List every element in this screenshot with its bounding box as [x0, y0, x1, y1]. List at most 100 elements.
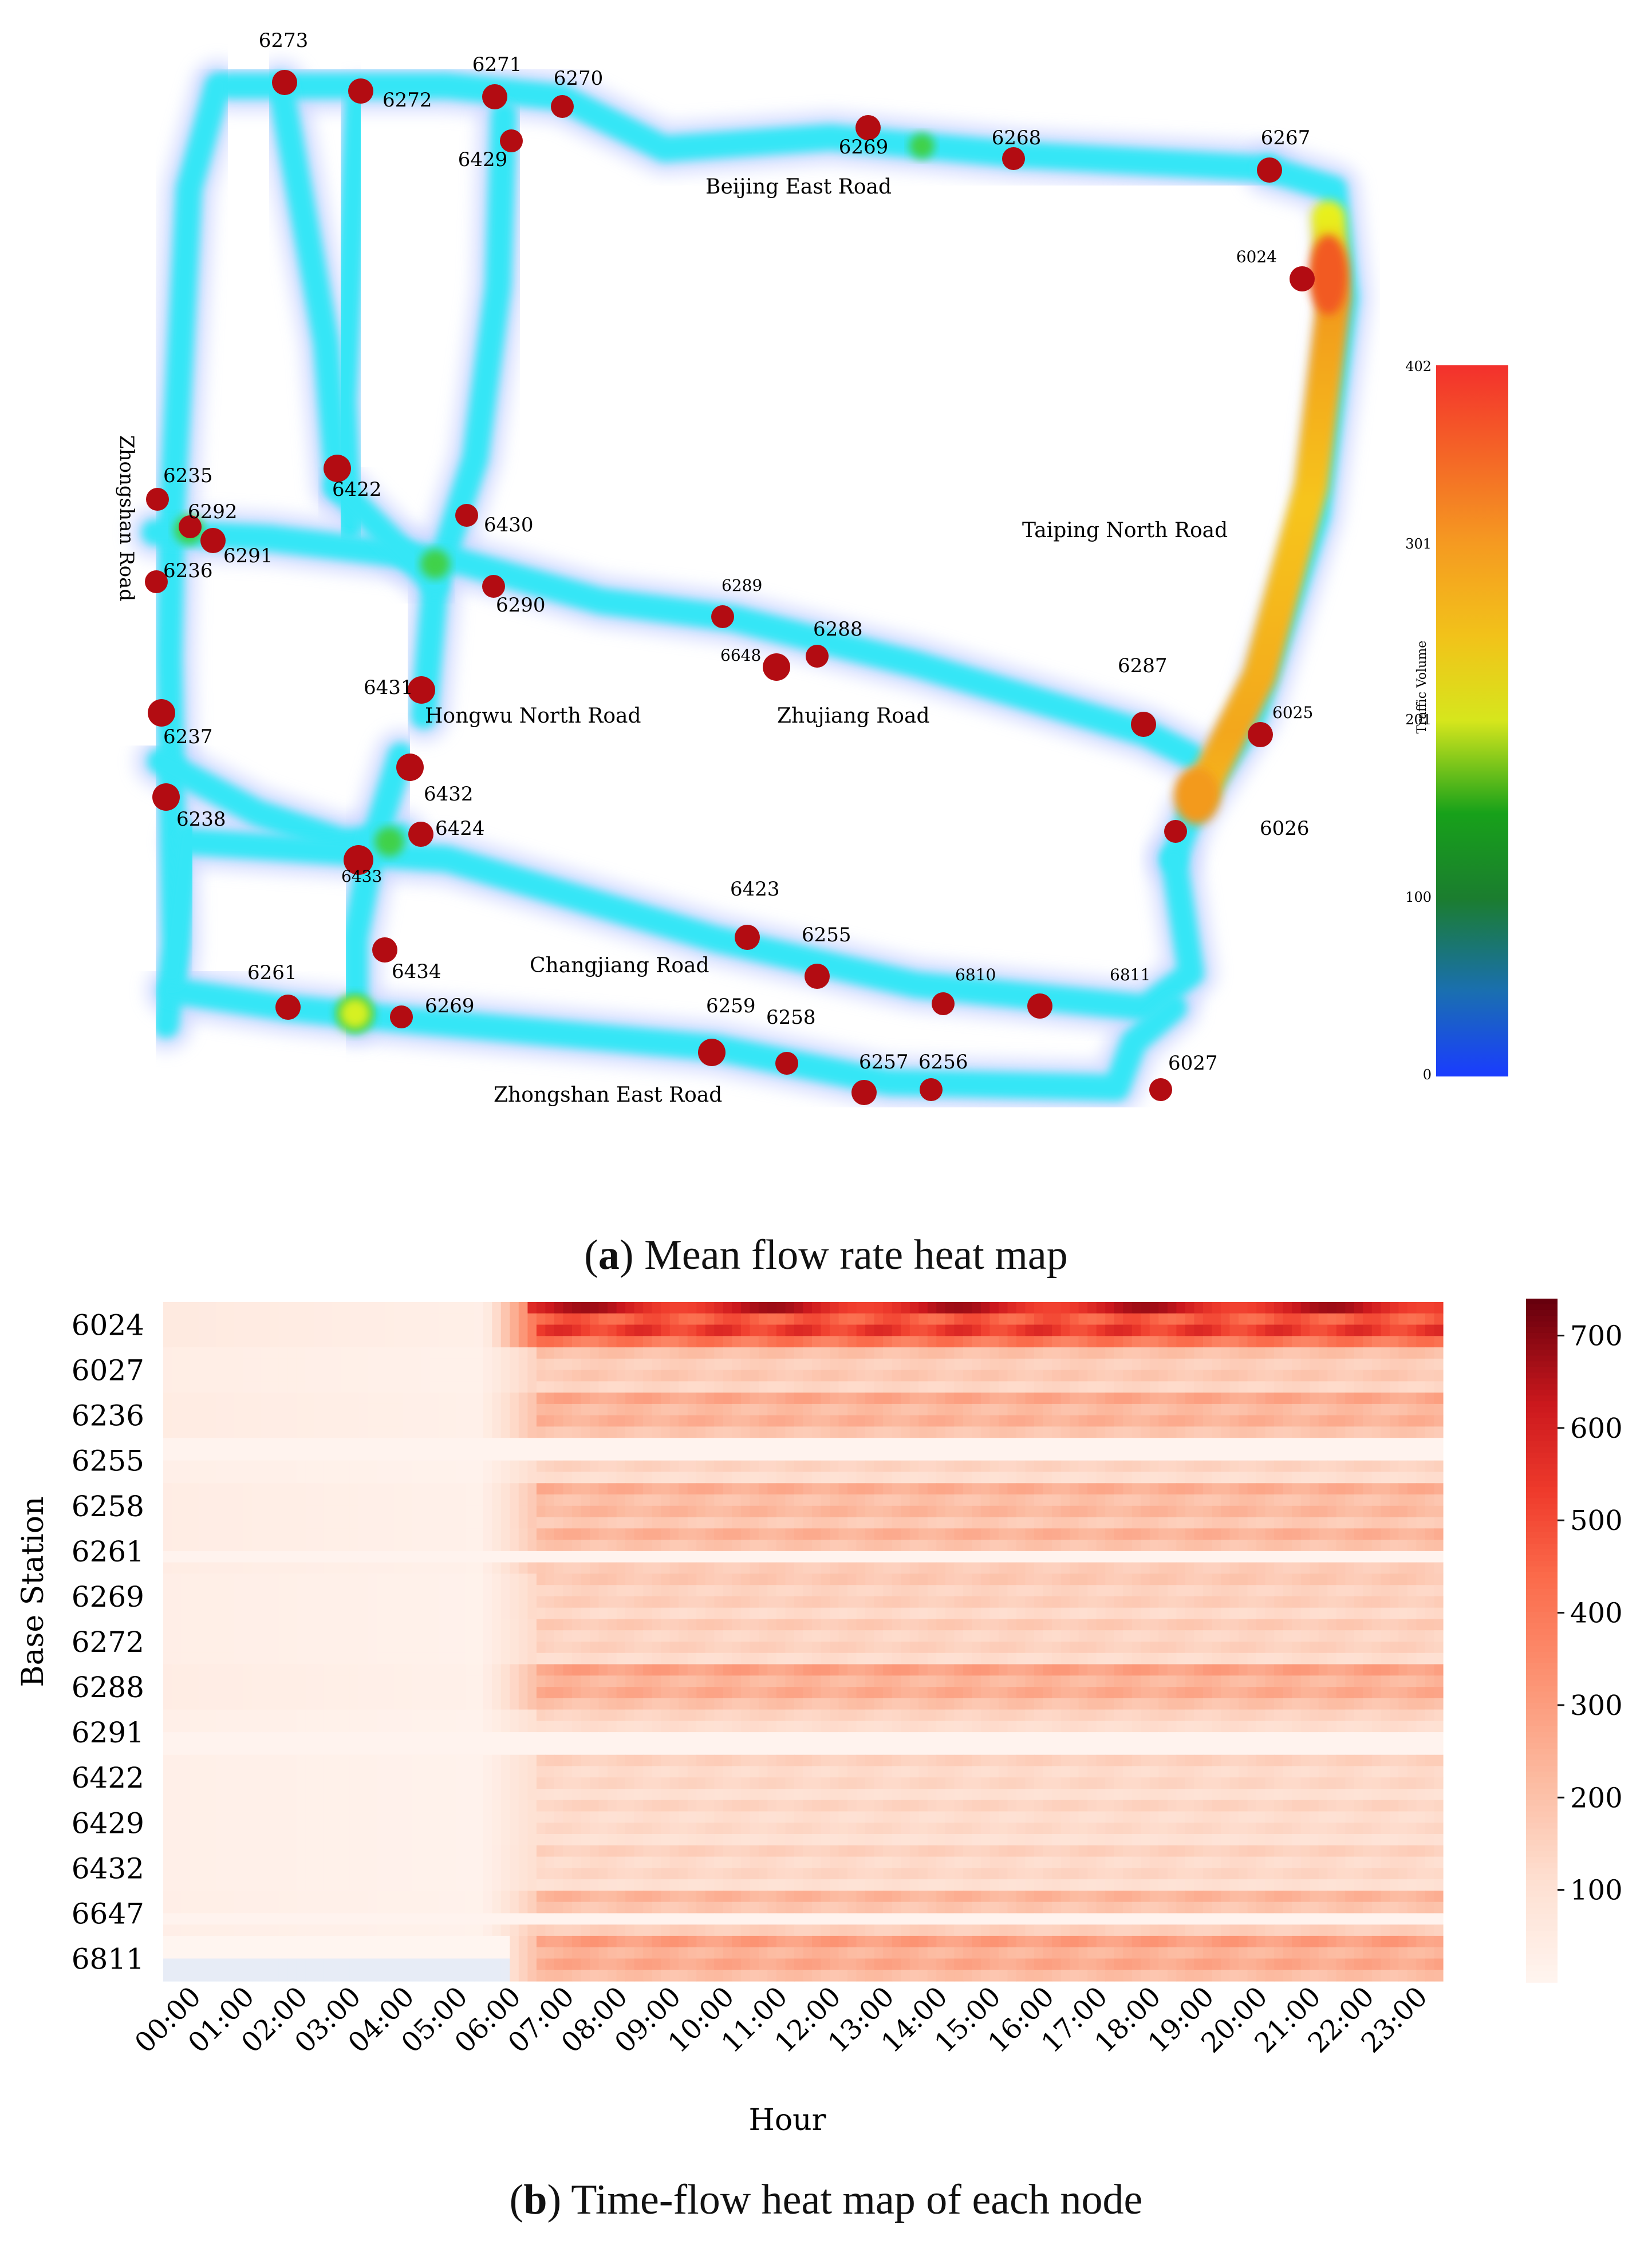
heat-cell [1239, 1585, 1248, 1597]
heat-cell [1381, 1483, 1390, 1495]
heat-cell [572, 1675, 582, 1687]
heat-cell [830, 1540, 839, 1552]
heat-cell [465, 1358, 475, 1371]
heat-cell [830, 1302, 839, 1314]
heat-cell [181, 1540, 191, 1552]
heat-cell [945, 1596, 955, 1608]
heat-cell [1345, 1562, 1355, 1574]
heat-cell [1318, 1585, 1328, 1597]
heat-cell [447, 1415, 457, 1427]
heat-cell [554, 1460, 563, 1473]
heat-cell [518, 1540, 528, 1552]
heat-cell [1274, 1449, 1284, 1461]
heat-cell [1345, 1619, 1355, 1631]
heat-cell [945, 1664, 955, 1676]
heat-cell [954, 1426, 964, 1438]
heat-cell [234, 1607, 244, 1620]
heat-cell [278, 1652, 288, 1665]
heat-cell [1247, 1664, 1257, 1676]
heat-cell [1052, 1324, 1062, 1336]
heat-cell [341, 1652, 350, 1665]
heat-cell [972, 1370, 981, 1382]
heat-cell [812, 1336, 822, 1348]
heat-cell [1185, 1619, 1194, 1631]
heat-cell [1087, 1381, 1097, 1393]
heat-cell [1283, 1619, 1292, 1631]
node-label: 6271 [472, 53, 522, 76]
hotspot-green [420, 549, 450, 579]
heat-cell [1060, 1415, 1070, 1427]
heat-cell [1354, 1562, 1363, 1574]
node-dot [455, 504, 478, 527]
heat-cell [625, 1675, 635, 1687]
heat-cell [767, 1619, 777, 1631]
heat-cell [447, 1562, 457, 1574]
heat-cell [608, 1607, 617, 1620]
heat-cell [1158, 1562, 1168, 1574]
heat-cell [1407, 1494, 1417, 1506]
heat-cell [865, 1573, 875, 1585]
heat-cell [909, 1460, 919, 1473]
heat-cell [1345, 1607, 1355, 1620]
heat-cell [1239, 1596, 1248, 1608]
heat-cell [1070, 1562, 1079, 1574]
heat-cell [918, 1415, 928, 1427]
heat-cell [1212, 1438, 1221, 1450]
heat-cell [527, 1449, 537, 1461]
heat-cell [794, 1403, 804, 1416]
heat-cell [1381, 1630, 1390, 1642]
heat-cell [500, 1472, 510, 1484]
heat-cell [305, 1449, 315, 1461]
heat-cell [447, 1370, 457, 1382]
heat-cell [172, 1619, 182, 1631]
heat-cell [909, 1585, 919, 1597]
heat-cell [394, 1664, 404, 1676]
heat-cell [172, 1562, 182, 1574]
heat-cell [1434, 1472, 1444, 1484]
heat-cell [1256, 1573, 1266, 1585]
heat-cell [1060, 1381, 1070, 1393]
heat-cell [1096, 1347, 1106, 1359]
heat-cell [901, 1336, 910, 1348]
heat-cell [590, 1540, 600, 1552]
heat-cell [1354, 1472, 1363, 1484]
heat-cell [181, 1675, 191, 1687]
heat-cell [972, 1393, 981, 1405]
node-6423: 6423 [730, 878, 780, 950]
heat-cell [510, 1347, 519, 1359]
heat-cell [1052, 1336, 1062, 1348]
heat-cell [608, 1517, 617, 1529]
heat-cell [207, 1336, 217, 1348]
heat-cell [812, 1596, 822, 1608]
heat-cell [1096, 1393, 1106, 1405]
heat-cell [1034, 1336, 1044, 1348]
heat-cell [1149, 1562, 1159, 1574]
heat-cell [1016, 1460, 1026, 1473]
heat-cell [270, 1336, 279, 1348]
heat-cell [429, 1449, 439, 1461]
heat-cell [758, 1415, 768, 1427]
heat-cell [527, 1358, 537, 1371]
heat-cell [1336, 1540, 1346, 1552]
heat-cell [1212, 1324, 1221, 1336]
heat-cell [563, 1642, 573, 1654]
heat-cell [1398, 1426, 1408, 1438]
heat-cell [1336, 1517, 1346, 1529]
heat-cell [758, 1336, 768, 1348]
heat-cell [838, 1642, 848, 1654]
heat-cell [847, 1313, 857, 1326]
heat-cell [776, 1381, 786, 1393]
heat-cell [927, 1313, 937, 1326]
heat-cell [1025, 1585, 1035, 1597]
heat-cell [163, 1302, 173, 1314]
heat-cell [518, 1460, 528, 1473]
heat-cell [536, 1675, 546, 1687]
heat-cell [199, 1370, 208, 1382]
heat-cell [527, 1517, 537, 1529]
heat-cell [358, 1393, 368, 1405]
heat-cell [190, 1381, 199, 1393]
heat-cell [776, 1336, 786, 1348]
heat-cell [972, 1619, 981, 1631]
heat-cell [1425, 1313, 1435, 1326]
heat-cell [750, 1607, 759, 1620]
